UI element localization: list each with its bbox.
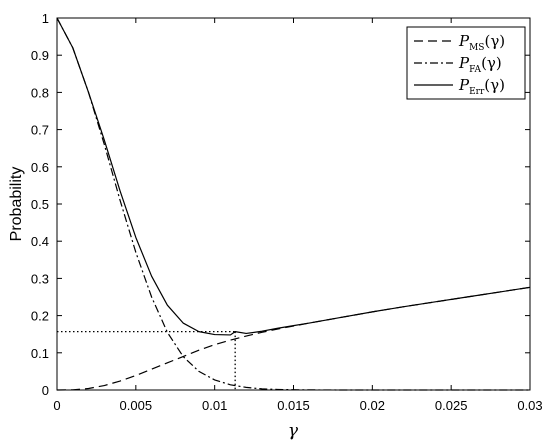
y-tick-label: 0.5 [31, 197, 49, 212]
legend-entry-err: PErr(γ) [458, 76, 505, 97]
legend: PMS(γ)PFA(γ)PErr(γ) [406, 26, 526, 100]
y-tick-label: 0.2 [31, 309, 49, 324]
legend-entry-fa: PFA(γ) [458, 54, 502, 75]
y-tick-label: 1 [42, 11, 49, 26]
y-axis-label: Probability [8, 167, 25, 242]
annotation-layer [57, 330, 236, 390]
x-tick-label: 0.025 [435, 398, 468, 413]
y-tick-label: 0.9 [31, 48, 49, 63]
x-axis-label: γ [288, 421, 299, 441]
x-tick-label: 0.005 [120, 398, 153, 413]
y-tick-label: 0.3 [31, 271, 49, 286]
x-tick-label: 0.03 [517, 398, 542, 413]
x-tick-label: 0.01 [202, 398, 227, 413]
legend-entry-ms: PMS(γ) [458, 32, 505, 53]
x-tick-label: 0.02 [360, 398, 385, 413]
y-tick-label: 0 [42, 383, 49, 398]
axes-layer: 0 0.005 0.01 0.015 0.02 0.025 0.03 0 0.1 0.2 0.3 0.… [31, 11, 543, 413]
y-tick-label: 0.7 [31, 123, 49, 138]
y-tick-label: 0.4 [31, 234, 49, 249]
y-tick-label: 0.6 [31, 160, 49, 175]
y-tick-label: 0.1 [31, 346, 49, 361]
x-tick-label: 0.015 [277, 398, 310, 413]
series-line-ms [56, 286, 531, 391]
x-tick-label: 0 [53, 398, 60, 413]
y-tick-label: 0.8 [31, 85, 49, 100]
